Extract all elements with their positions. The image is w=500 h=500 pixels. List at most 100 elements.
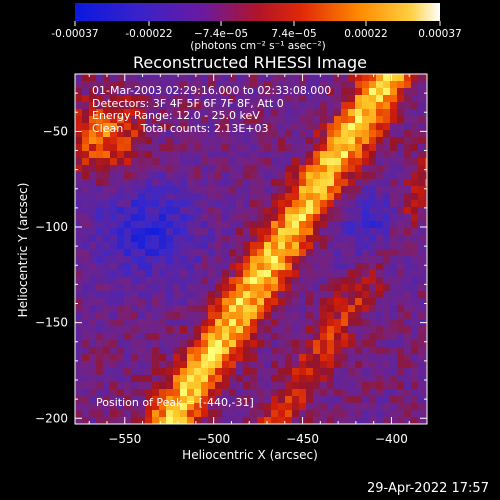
heatmap-cell — [145, 291, 153, 299]
heatmap-cell — [278, 375, 286, 383]
heatmap-cell — [376, 256, 384, 264]
heatmap-cell — [397, 410, 405, 418]
heatmap-cell — [390, 403, 398, 411]
heatmap-cell — [103, 263, 111, 271]
heatmap-cell — [271, 102, 279, 110]
heatmap-cell — [320, 340, 328, 348]
heatmap-cell — [96, 396, 104, 404]
heatmap-cell — [411, 305, 419, 313]
heatmap-cell — [264, 284, 272, 292]
heatmap-cell — [271, 172, 279, 180]
heatmap-cell — [222, 137, 230, 145]
heatmap-cell — [264, 207, 272, 215]
heatmap-cell — [397, 375, 405, 383]
x-axis: −550 −500 −450 −400 — [88, 74, 410, 446]
heatmap-cell — [327, 95, 335, 103]
heatmap-cell — [89, 102, 97, 110]
heatmap-cell — [145, 361, 153, 369]
heatmap-cell — [159, 326, 167, 334]
heatmap-cell — [362, 249, 370, 257]
heatmap-cell — [166, 417, 174, 424]
heatmap-cell — [271, 165, 279, 173]
heatmap-cell — [75, 270, 83, 278]
heatmap-cell — [341, 172, 349, 180]
heatmap-cell — [194, 417, 202, 424]
heatmap-cell — [306, 165, 314, 173]
heatmap-cell — [215, 417, 223, 424]
heatmap-cell — [425, 74, 427, 82]
heatmap-cell — [152, 347, 160, 355]
heatmap-cell — [390, 291, 398, 299]
heatmap-cell — [348, 116, 356, 124]
heatmap-cell — [376, 389, 384, 397]
heatmap-cell — [292, 326, 300, 334]
heatmap-cell — [250, 81, 258, 89]
heatmap-cell — [299, 193, 307, 201]
heatmap-cell — [201, 375, 209, 383]
heatmap-cell — [362, 123, 370, 131]
heatmap-cell — [376, 200, 384, 208]
heatmap-cell — [187, 95, 195, 103]
heatmap-cell — [243, 214, 251, 222]
heatmap-cell — [131, 137, 139, 145]
heatmap-cell — [306, 179, 314, 187]
heatmap-cell — [124, 368, 132, 376]
heatmap-cell — [250, 319, 258, 327]
heatmap-cell — [362, 151, 370, 159]
heatmap-cell — [236, 158, 244, 166]
heatmap-cell — [271, 347, 279, 355]
heatmap-cell — [131, 214, 139, 222]
heatmap-cell — [82, 417, 90, 424]
heatmap-cell — [355, 284, 363, 292]
heatmap-cell — [362, 291, 370, 299]
heatmap-cell — [285, 221, 293, 229]
heatmap-cell — [166, 354, 174, 362]
heatmap-cell — [355, 165, 363, 173]
heatmap-cell — [110, 137, 118, 145]
heatmap-cell — [201, 144, 209, 152]
heatmap-cell — [327, 214, 335, 222]
heatmap-cell — [264, 179, 272, 187]
heatmap-cell — [285, 277, 293, 285]
heatmap-cell — [355, 277, 363, 285]
heatmap-cell — [180, 172, 188, 180]
heatmap-cell — [327, 200, 335, 208]
heatmap-cell — [131, 284, 139, 292]
heatmap-cell — [173, 221, 181, 229]
heatmap-cell — [96, 165, 104, 173]
heatmap-cell — [110, 179, 118, 187]
heatmap-cell — [299, 263, 307, 271]
heatmap-cell — [194, 389, 202, 397]
heatmap-cell — [397, 158, 405, 166]
heatmap-cell — [411, 256, 419, 264]
heatmap-cell — [229, 214, 237, 222]
heatmap-cell — [404, 326, 412, 334]
heatmap-cell — [418, 312, 426, 320]
heatmap-cell — [334, 200, 342, 208]
heatmap-cell — [418, 298, 426, 306]
heatmap-cell — [320, 417, 328, 424]
heatmap-cell — [418, 116, 426, 124]
heatmap-cell — [271, 270, 279, 278]
heatmap-cell — [271, 396, 279, 404]
heatmap-cell — [306, 207, 314, 215]
heatmap-cell — [327, 277, 335, 285]
heatmap-cell — [306, 151, 314, 159]
heatmap-cell — [75, 263, 83, 271]
heatmap-cell — [236, 102, 244, 110]
heatmap-cell — [222, 151, 230, 159]
heatmap-cell — [103, 305, 111, 313]
heatmap-cell — [236, 151, 244, 159]
heatmap-cell — [348, 319, 356, 327]
colorbar: -0.00037 -0.00022 −7.4e−05 7.4e−05 0.00022 0.… — [51, 3, 462, 52]
heatmap-cell — [138, 137, 146, 145]
heatmap-cell — [131, 102, 139, 110]
heatmap-cell — [166, 165, 174, 173]
heatmap-cell — [75, 305, 83, 313]
heatmap-cell — [306, 340, 314, 348]
heatmap-cell — [180, 228, 188, 236]
heatmap-cell — [159, 249, 167, 257]
heatmap-cell — [376, 130, 384, 138]
heatmap-cell — [383, 256, 391, 264]
heatmap-cell — [250, 347, 258, 355]
